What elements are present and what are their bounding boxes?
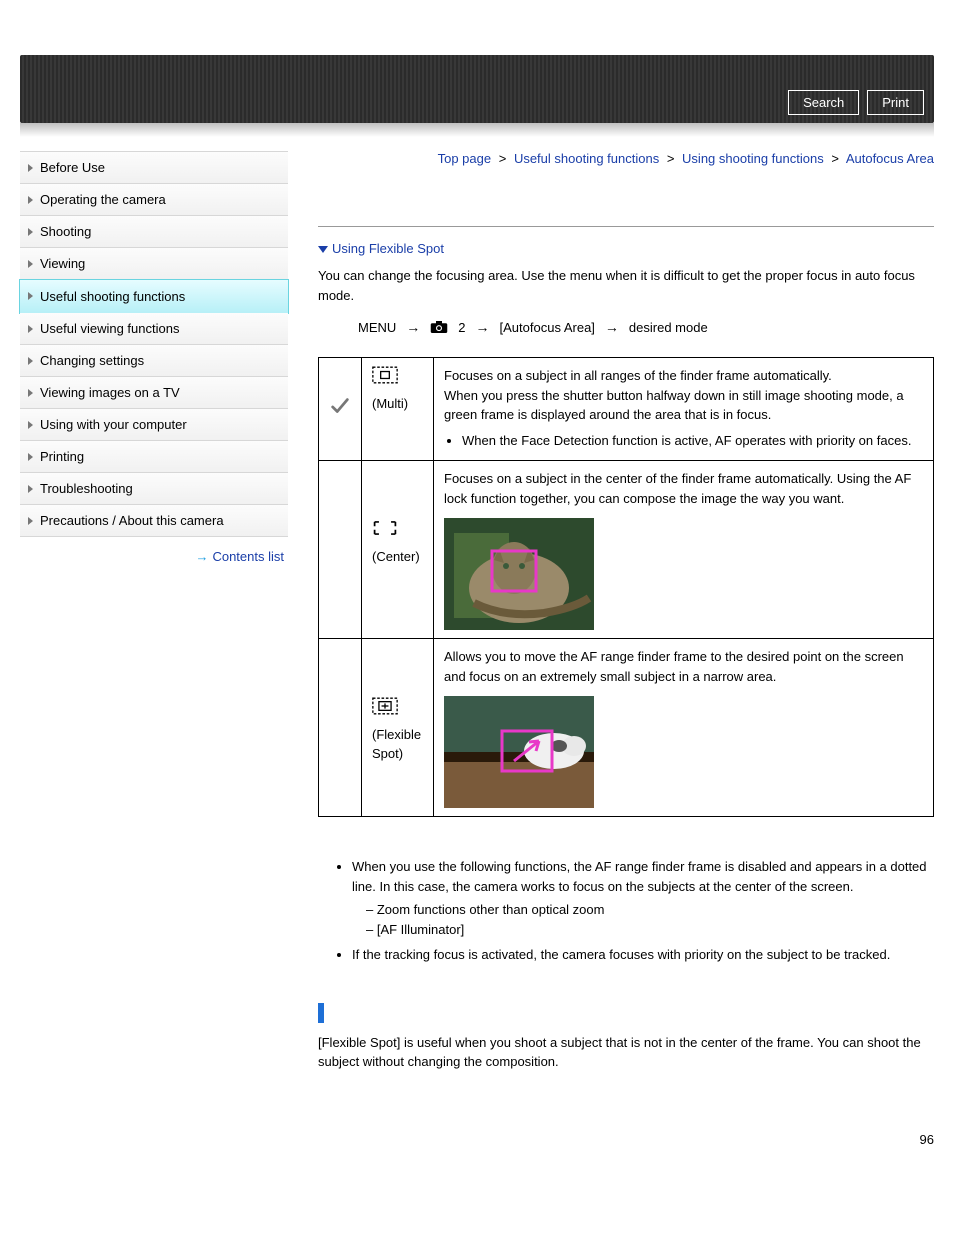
mode-label-multi: (Multi)	[372, 396, 408, 411]
arrow-right-icon: →	[406, 319, 420, 335]
intro-text: You can change the focusing area. Use th…	[318, 266, 934, 305]
sidebar-item-tv[interactable]: Viewing images on a TV	[20, 377, 288, 409]
main-content: Top page > Useful shooting functions > U…	[318, 151, 934, 1147]
empty-check-cell	[319, 639, 362, 817]
multi-desc-line2: When you press the shutter button halfwa…	[444, 388, 904, 423]
menu-navigation-path: MENU → 2 → [Autofocus Area] → desired mo…	[358, 319, 934, 335]
sidebar-label: Precautions / About this camera	[40, 513, 224, 528]
autofocus-area-table: (Multi) Focuses on a subject in all rang…	[318, 357, 934, 817]
breadcrumb-sep: >	[831, 151, 839, 166]
breadcrumb: Top page > Useful shooting functions > U…	[318, 151, 934, 166]
sidebar-item-before-use[interactable]: Before Use	[20, 152, 288, 184]
contents-list-link-wrap: → Contents list	[20, 549, 288, 564]
anchor-link-row: Using Flexible Spot	[318, 241, 934, 256]
sidebar-label: Before Use	[40, 160, 105, 175]
contents-list-link[interactable]: Contents list	[212, 549, 284, 564]
sidebar-label: Useful viewing functions	[40, 321, 179, 336]
empty-check-cell	[319, 461, 362, 639]
breadcrumb-sep: >	[667, 151, 675, 166]
sidebar-label: Using with your computer	[40, 417, 187, 432]
menu-end: desired mode	[629, 320, 708, 335]
sidebar-label: Operating the camera	[40, 192, 166, 207]
multi-area-icon	[372, 366, 423, 390]
sidebar-item-precautions[interactable]: Precautions / About this camera	[20, 505, 288, 537]
mode-cell-center: (Center)	[362, 461, 434, 639]
print-button[interactable]: Print	[867, 90, 924, 115]
sidebar-item-troubleshooting[interactable]: Troubleshooting	[20, 473, 288, 505]
note-item: If the tracking focus is activated, the …	[352, 945, 934, 965]
multi-bullet: When the Face Detection function is acti…	[462, 431, 923, 451]
menu-number: 2	[458, 320, 465, 335]
breadcrumb-l1[interactable]: Useful shooting functions	[514, 151, 659, 166]
check-cell	[319, 358, 362, 461]
mode-cell-multi: (Multi)	[362, 358, 434, 461]
sidebar-label: Viewing images on a TV	[40, 385, 180, 400]
sidebar-item-changing-settings[interactable]: Changing settings	[20, 345, 288, 377]
camera-icon	[430, 320, 448, 334]
flexible-spot-icon	[372, 697, 423, 721]
arrow-right-icon: →	[476, 319, 490, 335]
flexible-spot-paragraph: [Flexible Spot] is useful when you shoot…	[318, 1033, 934, 1072]
table-row-multi: (Multi) Focuses on a subject in all rang…	[319, 358, 934, 461]
sidebar-item-computer[interactable]: Using with your computer	[20, 409, 288, 441]
table-row-center: (Center) Focuses on a subject in the cen…	[319, 461, 934, 639]
note-1b: [AF Illuminator]	[366, 920, 934, 940]
sidebar-item-shooting[interactable]: Shooting	[20, 216, 288, 248]
flexible-sample-image	[444, 696, 923, 808]
arrow-right-icon: →	[605, 319, 619, 335]
sidebar-list: Before Use Operating the camera Shooting…	[20, 151, 288, 537]
section-marker	[318, 1003, 324, 1023]
sidebar-label: Viewing	[40, 256, 85, 271]
sidebar-label: Useful shooting functions	[40, 289, 185, 304]
arrow-right-icon: →	[195, 549, 208, 564]
sidebar-label: Changing settings	[40, 353, 144, 368]
sidebar-label: Printing	[40, 449, 84, 464]
breadcrumb-top[interactable]: Top page	[438, 151, 492, 166]
note-item: When you use the following functions, th…	[352, 857, 934, 939]
sidebar-label: Shooting	[40, 224, 91, 239]
sidebar-item-operating[interactable]: Operating the camera	[20, 184, 288, 216]
sidebar-item-useful-shooting[interactable]: Useful shooting functions	[19, 279, 289, 314]
page-number: 96	[318, 1132, 934, 1147]
sidebar: Before Use Operating the camera Shooting…	[20, 151, 288, 1147]
note-1a: Zoom functions other than optical zoom	[366, 900, 934, 920]
checkmark-icon	[329, 405, 351, 420]
menu-label: MENU	[358, 320, 396, 335]
table-row-flexible: (Flexible Spot) Allows you to move the A…	[319, 639, 934, 817]
mode-label-flexible: (Flexible Spot)	[372, 727, 421, 762]
using-flexible-spot-link[interactable]: Using Flexible Spot	[332, 241, 444, 256]
breadcrumb-sep: >	[499, 151, 507, 166]
sidebar-label: Troubleshooting	[40, 481, 133, 496]
mode-label-center: (Center)	[372, 549, 420, 564]
flexible-desc: Allows you to move the AF range finder f…	[444, 649, 904, 684]
desc-cell-flexible: Allows you to move the AF range finder f…	[434, 639, 934, 817]
desc-cell-multi: Focuses on a subject in all ranges of th…	[434, 358, 934, 461]
sidebar-item-printing[interactable]: Printing	[20, 441, 288, 473]
mode-cell-flexible: (Flexible Spot)	[362, 639, 434, 817]
multi-desc-line1: Focuses on a subject in all ranges of th…	[444, 368, 832, 383]
center-sample-image	[444, 518, 923, 630]
desc-cell-center: Focuses on a subject in the center of th…	[434, 461, 934, 639]
breadcrumb-current[interactable]: Autofocus Area	[846, 151, 934, 166]
breadcrumb-l2[interactable]: Using shooting functions	[682, 151, 824, 166]
note-1-text: When you use the following functions, th…	[352, 859, 927, 894]
center-area-icon	[372, 519, 423, 543]
triangle-down-icon	[318, 246, 328, 253]
center-desc: Focuses on a subject in the center of th…	[444, 471, 911, 506]
sidebar-item-viewing[interactable]: Viewing	[20, 248, 288, 280]
menu-item: [Autofocus Area]	[500, 320, 595, 335]
header-band: Search Print	[20, 55, 934, 123]
search-button[interactable]: Search	[788, 90, 859, 115]
divider	[318, 226, 934, 227]
sidebar-item-useful-viewing[interactable]: Useful viewing functions	[20, 313, 288, 345]
notes-section: When you use the following functions, th…	[318, 857, 934, 965]
